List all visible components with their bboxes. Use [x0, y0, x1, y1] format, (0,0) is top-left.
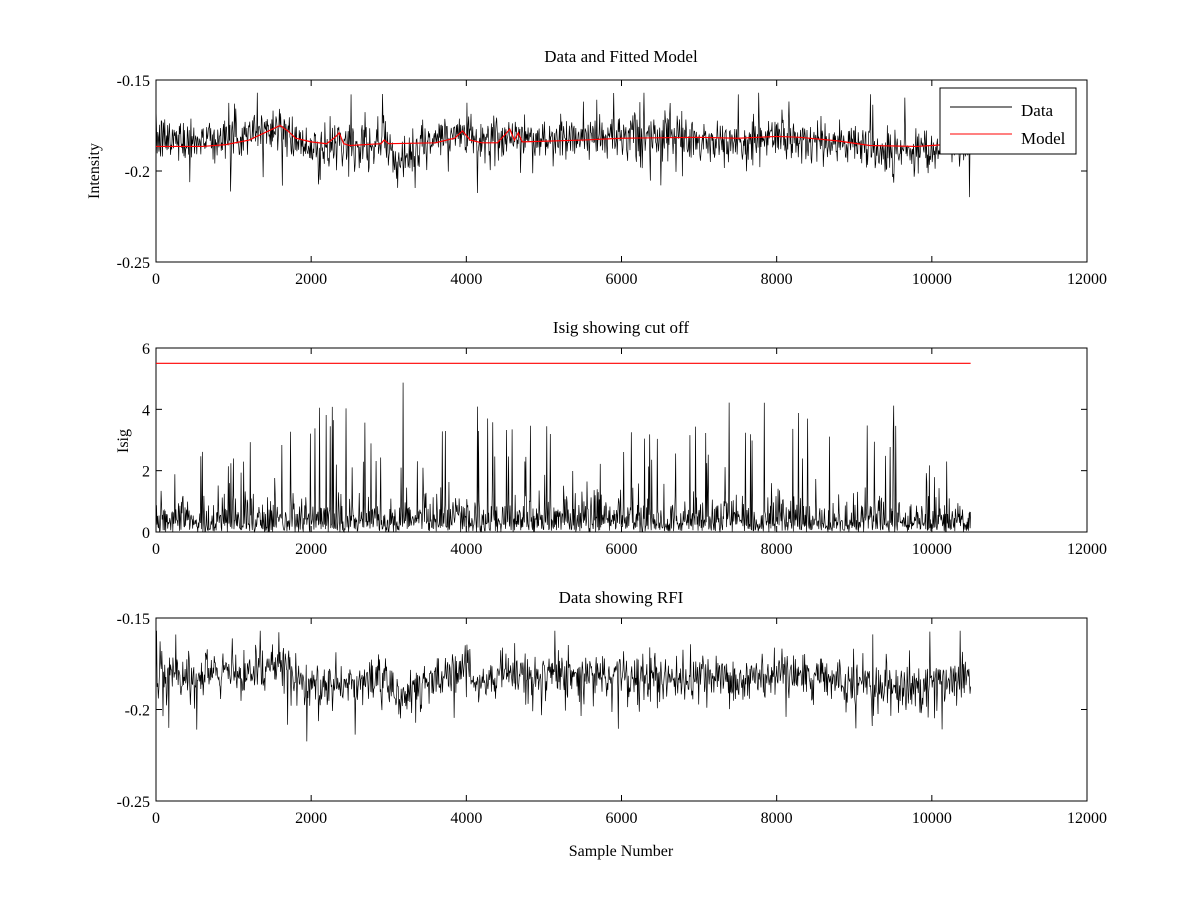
x-tick-label: 10000 — [912, 271, 952, 288]
chart-title: Data showing RFI — [559, 588, 684, 607]
axes-box — [155, 79, 1088, 263]
y-tick-label: -0.2 — [125, 703, 150, 720]
y-tick-label: -0.2 — [125, 164, 150, 181]
legend-box — [939, 87, 1077, 155]
plot-area: 0 2000 4000 6000 8000 10000 12000 -0.25 -0.2 -0.1… — [117, 73, 1107, 288]
series-data — [155, 630, 971, 742]
x-tick-label: 8000 — [761, 541, 793, 558]
y-tick-label: 6 — [142, 341, 150, 358]
legend-entry-model: Model — [1021, 129, 1066, 148]
x-tick-label: 4000 — [450, 541, 482, 558]
chart-title: Data and Fitted Model — [544, 47, 698, 66]
series-model — [156, 124, 971, 148]
x-tick-label: 12000 — [1067, 271, 1107, 288]
y-tick-label: 4 — [142, 402, 150, 419]
legend: Data Model — [939, 87, 1077, 155]
plot-area: 0 2000 4000 6000 8000 10000 12000 0 2 4 6 — [142, 341, 1107, 558]
y-tick-label: -0.15 — [117, 73, 150, 90]
y-tick-label: -0.25 — [117, 255, 150, 272]
x-axis-label: Sample Number — [569, 843, 674, 860]
x-tick-label: 2000 — [295, 810, 327, 827]
x-tick-label: 8000 — [761, 271, 793, 288]
axes-box — [155, 347, 1088, 533]
x-tick-label: 2000 — [295, 271, 327, 288]
x-tick-label: 10000 — [912, 810, 952, 827]
x-tick-label: 4000 — [450, 810, 482, 827]
x-tick-label: 2000 — [295, 541, 327, 558]
legend-entry-data: Data — [1021, 101, 1054, 120]
x-tick-label: 6000 — [606, 271, 638, 288]
x-tick-label: 10000 — [912, 541, 952, 558]
panel-data-and-fitted-model: Data and Fitted Model Intensity 0 2000 400… — [86, 47, 1107, 288]
x-tick-label: 6000 — [606, 810, 638, 827]
x-tick-label: 0 — [152, 810, 160, 827]
panel-isig-showing-cut-off: Isig showing cut off Isig 0 2000 4000 6000 8… — [115, 318, 1107, 558]
panel-data-showing-rfi: Data showing RFI Sample Number 0 2000 4000… — [117, 588, 1107, 860]
y-tick-label: 0 — [142, 525, 150, 542]
plot-area: 0 2000 4000 6000 8000 10000 12000 -0.25 -0.2 -0.1… — [117, 611, 1107, 827]
x-tick-label: 0 — [152, 541, 160, 558]
x-tick-label: 4000 — [450, 271, 482, 288]
axes-box — [155, 617, 1088, 802]
chart-title: Isig showing cut off — [553, 318, 689, 337]
x-tick-label: 6000 — [606, 541, 638, 558]
series-isig — [155, 382, 971, 534]
y-axis-label: Isig — [115, 429, 132, 453]
series-data — [155, 92, 971, 198]
x-tick-label: 0 — [152, 271, 160, 288]
y-tick-label: -0.15 — [117, 611, 150, 628]
y-tick-label: 2 — [142, 464, 150, 481]
x-tick-label: 8000 — [761, 810, 793, 827]
x-tick-label: 12000 — [1067, 541, 1107, 558]
y-axis-label: Intensity — [86, 143, 103, 199]
y-tick-label: -0.25 — [117, 794, 150, 811]
x-tick-label: 12000 — [1067, 810, 1107, 827]
